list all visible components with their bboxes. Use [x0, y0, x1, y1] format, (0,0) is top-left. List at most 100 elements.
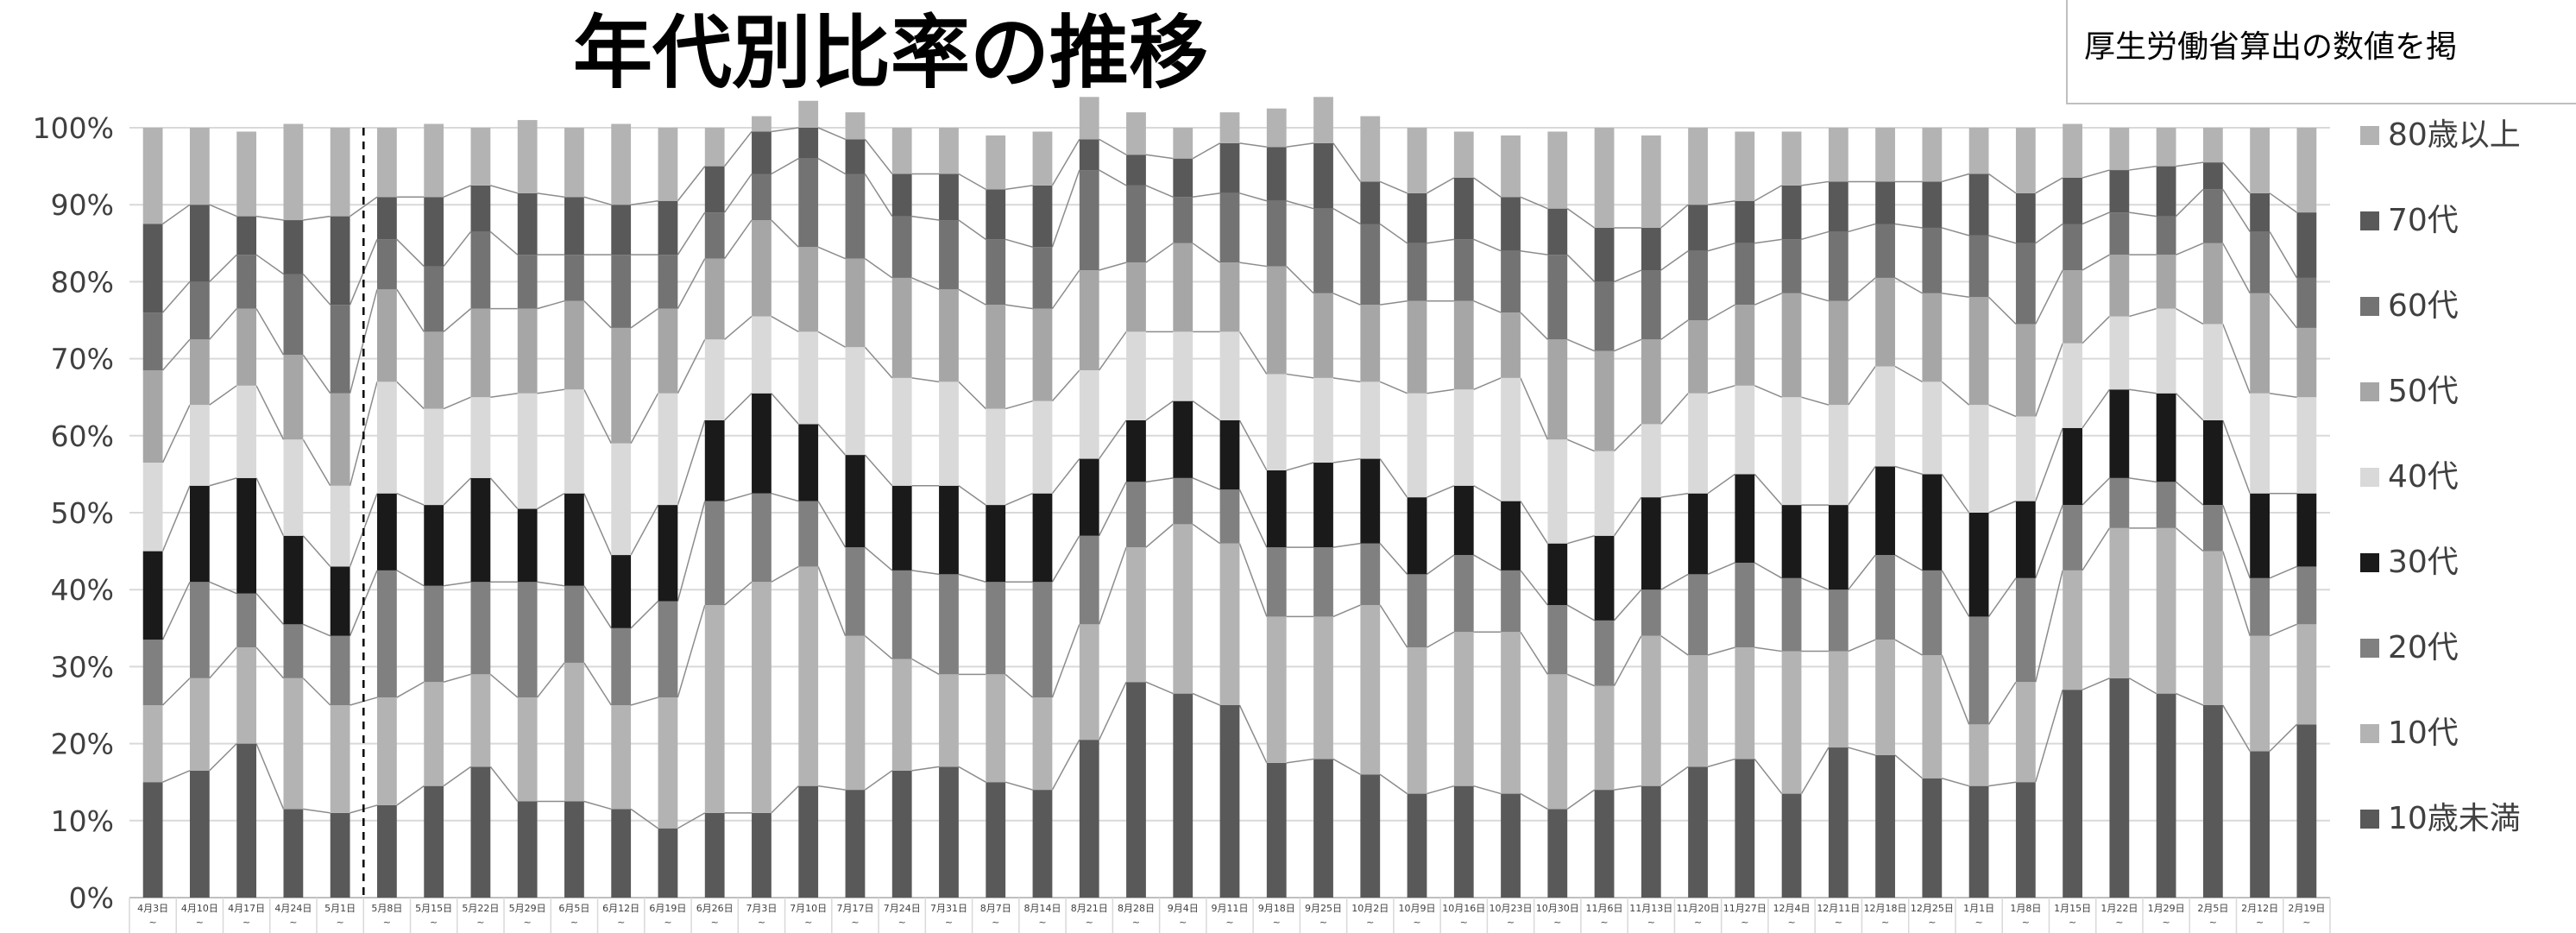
- series-line-4: [1988, 500, 2017, 514]
- series-line-5: [864, 346, 893, 379]
- series-line-1: [2128, 678, 2157, 695]
- series-line-2: [817, 566, 847, 636]
- bar-segment-2: [1453, 632, 1474, 786]
- series-line-2: [1941, 654, 1970, 725]
- bar-segment-8: [1266, 147, 1287, 201]
- series-line-7: [1566, 254, 1596, 282]
- series-line-1: [162, 770, 191, 783]
- bar-segment-4: [939, 485, 959, 575]
- series-line-2: [911, 658, 940, 675]
- series-line-1: [1332, 758, 1361, 775]
- bar-segment-6: [1266, 266, 1287, 375]
- series-line-5: [1473, 377, 1502, 390]
- bar-segment-8: [1547, 208, 1568, 255]
- bar-segment-8: [1453, 177, 1474, 240]
- bar-segment-6: [1735, 305, 1755, 386]
- bar-segment-8: [2202, 162, 2223, 190]
- series-line-5: [2129, 307, 2157, 318]
- bar-segment-9: [1688, 128, 1708, 205]
- series-line-5: [1332, 377, 1361, 383]
- legend-label: 20代: [2388, 630, 2459, 665]
- bar-segment-6: [845, 258, 866, 348]
- series-line-2: [1192, 523, 1221, 545]
- x-tick-label: 5月15日: [415, 903, 452, 914]
- bar-segment-6: [2063, 270, 2082, 344]
- bar-segment-4: [1407, 497, 1427, 575]
- bar-segment-8: [236, 216, 257, 255]
- bar-segment-7: [1547, 255, 1568, 340]
- series-line-8: [537, 192, 565, 199]
- bar-segment-4: [2156, 393, 2176, 482]
- series-line-4: [1051, 458, 1080, 495]
- series-line-4: [161, 485, 191, 552]
- series-line-6: [1192, 243, 1221, 263]
- series-line-8: [1332, 142, 1361, 182]
- bar-segment-6: [330, 393, 350, 486]
- bar-segment-9: [2250, 128, 2271, 193]
- series-line-2: [2269, 623, 2297, 637]
- series-line-8: [1520, 196, 1548, 210]
- bar-segment-4: [2015, 501, 2036, 578]
- bar-segment-9: [1313, 97, 1333, 143]
- series-line-5: [2222, 324, 2251, 394]
- series-line-6: [396, 288, 425, 332]
- bar-segment-8: [1032, 185, 1053, 248]
- bar-segment-1: [142, 782, 163, 898]
- bar-segment-9: [564, 128, 584, 198]
- series-line-2: [1848, 639, 1876, 652]
- bar-segment-6: [1501, 312, 1521, 378]
- bar-segment-1: [189, 770, 210, 898]
- series-line-3: [630, 601, 659, 629]
- bar-segment-1: [2296, 724, 2317, 898]
- bar-segment-3: [1968, 616, 1989, 725]
- bar-segment-6: [611, 327, 632, 444]
- series-line-5: [1754, 385, 1782, 398]
- series-line-1: [1192, 692, 1220, 706]
- series-line-2: [1707, 646, 1735, 656]
- bar-segment-9: [1266, 108, 1287, 148]
- series-line-7: [1427, 238, 1454, 244]
- series-line-3: [1707, 562, 1735, 576]
- bar-segment-2: [611, 705, 632, 810]
- bar-segment-5: [845, 347, 866, 456]
- legend-label: 10歳未満: [2388, 801, 2521, 836]
- series-line-1: [1800, 747, 1830, 794]
- bar-segment-4: [891, 485, 912, 571]
- bar-segment-3: [1266, 547, 1287, 617]
- bar-segment-3: [236, 593, 257, 648]
- bar-segment-1: [1735, 759, 1755, 898]
- series-line-1: [958, 766, 986, 783]
- bar-segment-5: [1688, 393, 1708, 494]
- x-tick-label: 6月5日: [558, 903, 589, 914]
- bar-segment-4: [2296, 493, 2317, 567]
- x-tick-label: 2月12日: [2241, 903, 2278, 914]
- bar-segment-2: [424, 682, 444, 786]
- series-line-8: [1660, 204, 1689, 229]
- x-tick-label: 7月24日: [884, 903, 921, 914]
- series-line-7: [911, 215, 940, 221]
- x-tick-range-mark: ~: [898, 917, 906, 928]
- bar-segment-3: [1501, 570, 1521, 633]
- bar-segment-2: [1828, 651, 1849, 748]
- bar-segment-2: [1594, 685, 1615, 791]
- series-line-3: [1520, 570, 1548, 606]
- bar-segment-9: [2296, 128, 2317, 213]
- x-tick-label: 12月4日: [1773, 903, 1811, 914]
- bar-segment-1: [1453, 785, 1474, 898]
- series-line-7: [958, 219, 986, 240]
- bar-segment-1: [1173, 693, 1194, 898]
- x-tick-label: 8月7日: [980, 903, 1011, 914]
- series-line-4: [489, 477, 519, 510]
- bar-segment-7: [1219, 192, 1240, 263]
- series-line-6: [583, 300, 612, 329]
- series-line-2: [583, 662, 612, 706]
- series-line-5: [396, 381, 425, 410]
- bar-segment-3: [1641, 589, 1661, 636]
- series-line-8: [1239, 142, 1267, 148]
- series-line-6: [1754, 293, 1782, 306]
- bar-segment-7: [1688, 250, 1708, 320]
- bar-segment-2: [564, 662, 584, 802]
- series-line-3: [396, 570, 425, 587]
- series-line-5: [1051, 369, 1080, 402]
- x-tick-range-mark: ~: [1600, 917, 1608, 928]
